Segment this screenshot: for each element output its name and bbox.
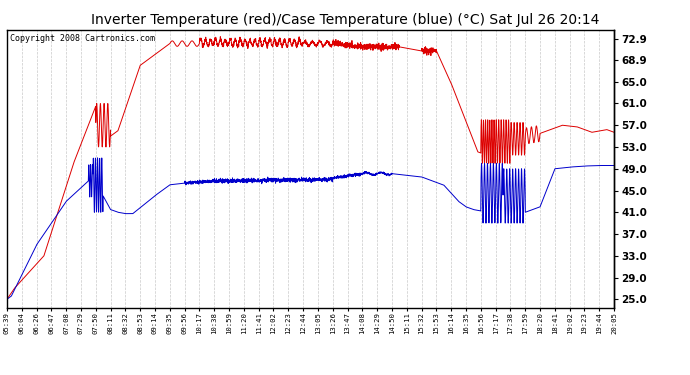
Text: Copyright 2008 Cartronics.com: Copyright 2008 Cartronics.com [10,34,155,43]
Text: Inverter Temperature (red)/Case Temperature (blue) (°C) Sat Jul 26 20:14: Inverter Temperature (red)/Case Temperat… [91,13,599,27]
